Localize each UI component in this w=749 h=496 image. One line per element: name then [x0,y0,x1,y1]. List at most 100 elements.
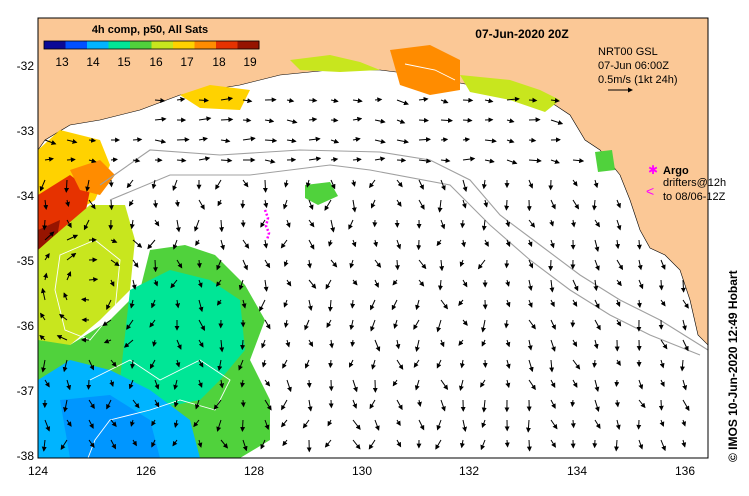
current-vector-arrow [154,379,160,390]
current-vector-arrow [396,99,409,106]
current-vector-arrow [132,137,143,143]
y-tick-label: -35 [17,254,35,268]
current-vector-arrow [324,439,332,448]
current-vector-arrow [369,399,376,410]
current-vector-arrow [151,439,156,448]
colorbar-swatch [108,41,131,49]
current-vector-arrow [110,238,118,244]
current-vector-arrow [308,279,317,289]
current-vector-arrow [198,156,211,162]
current-vector-arrow [462,117,473,123]
current-vector-arrow [418,199,425,210]
current-vector-arrow [132,259,139,268]
current-vector-arrow [572,279,579,292]
current-vector-arrow [308,136,321,142]
y-tick-label: -36 [17,319,35,333]
current-vector-arrow [370,299,376,311]
current-vector-arrow [616,279,622,287]
current-vector-arrow [286,138,297,144]
current-vector-arrow [172,239,178,250]
current-vector-arrow [154,399,160,408]
current-vector-arrow [391,299,398,311]
current-vector-arrow [368,439,376,450]
current-vector-arrow [483,199,489,208]
current-vector-arrow [327,299,333,312]
current-vector-arrow [351,239,357,248]
current-vector-arrow [149,319,156,328]
current-vector-arrow [149,359,156,370]
current-vector-arrow [129,299,135,309]
current-vector-arrow [505,219,511,228]
current-vector-arrow [173,379,179,390]
current-vector-arrow [374,339,381,352]
current-vector-arrow [172,179,178,191]
current-vector-arrow [660,299,666,307]
current-vector-arrow [88,199,96,210]
colorbar-swatch [65,41,88,49]
current-vector-arrow [550,199,556,210]
current-vector-arrow [681,419,687,427]
current-vector-arrow [614,399,620,408]
current-vector-arrow [263,279,269,292]
current-vector-arrow [481,339,487,347]
current-vector-arrow [374,156,386,162]
current-vector-arrow [528,219,536,228]
current-vector-arrow [286,379,292,393]
current-vector-arrow [39,179,46,192]
current-vector-arrow [660,439,666,452]
current-vector-arrow [550,379,556,388]
current-vector-arrow [328,359,334,369]
current-vector-arrow [352,379,358,393]
current-vector-arrow [43,199,49,210]
current-vector-arrow [351,199,357,213]
current-vector-arrow [440,219,446,230]
current-vector-arrow [220,157,233,163]
current-vector-arrow [308,117,318,123]
current-vector-arrow [175,299,181,309]
current-vector-arrow [528,179,534,189]
current-vector-arrow [64,179,70,193]
current-vector-arrow [129,219,135,230]
current-vector-arrow [308,219,315,228]
current-vector-arrow [242,98,253,104]
current-vector-arrow [283,259,289,267]
current-vector-arrow [528,137,537,143]
current-vector-arrow [349,319,355,331]
current-vector-arrow [594,319,601,331]
current-vector-arrow [352,98,363,104]
current-vector-arrow [528,259,534,269]
current-vector-arrow [413,319,420,330]
model-info-line: 0.5m/s (1kt 24h) [598,74,677,86]
current-vector-arrow [440,399,446,412]
current-vector-arrow [242,117,252,123]
current-vector-arrow [216,419,222,432]
current-vector-arrow [506,96,520,102]
current-vector-arrow [614,439,619,452]
current-vector-arrow [593,279,599,292]
current-vector-arrow [44,139,57,145]
current-vector-arrow [88,277,99,283]
y-tick-label: -33 [17,124,35,138]
current-vector-arrow [352,116,363,122]
current-vector-arrow [460,219,466,229]
current-vector-arrow [369,179,376,189]
current-vector-arrow [307,259,313,269]
current-vector-arrow [352,157,362,163]
current-vector-arrow [198,319,205,331]
current-vector-arrow [154,219,160,227]
colorbar-tick: 13 [55,55,69,69]
current-vector-arrow [550,399,556,409]
current-vector-arrow [328,239,333,247]
current-vector-arrow [131,279,137,290]
current-vector-arrow [548,259,554,272]
current-vector-arrow [436,239,442,247]
current-vector-arrow [436,419,442,431]
current-vector-arrow [462,179,468,192]
x-tick-label: 134 [567,464,587,478]
current-vector-arrow [572,199,580,210]
current-vector-arrow [170,279,178,289]
current-vector-arrow [638,439,644,450]
current-vector-arrow [506,159,518,165]
x-axis: 124 126 128 130 132 134 136 [28,464,695,478]
current-vector-arrow [285,339,291,348]
